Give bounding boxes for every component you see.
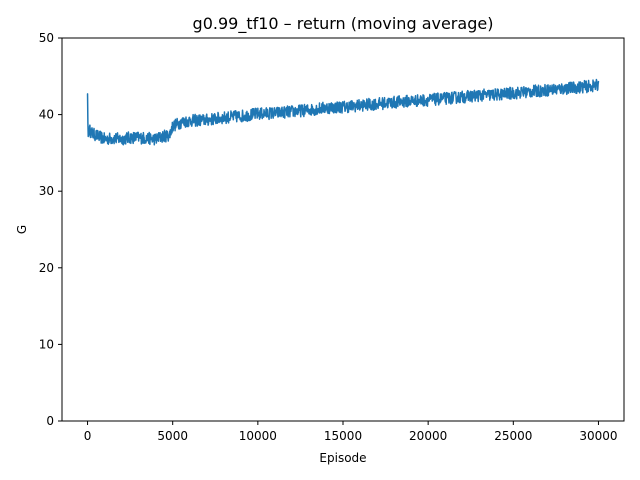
x-axis: 0 5000 10000 15000 20000 25000 30000	[84, 421, 618, 443]
x-tick-label: 5000	[157, 429, 188, 443]
x-tick-label: 20000	[409, 429, 447, 443]
y-tick-label: 20	[39, 261, 54, 275]
y-tick-label: 10	[39, 337, 54, 351]
x-tick-label: 0	[84, 429, 92, 443]
x-tick-label: 15000	[324, 429, 362, 443]
x-axis-label: Episode	[319, 451, 366, 465]
y-tick-label: 30	[39, 184, 54, 198]
y-tick-label: 40	[39, 108, 54, 122]
x-tick-label: 25000	[494, 429, 532, 443]
y-axis-label: G	[15, 225, 29, 234]
y-tick-label: 0	[46, 414, 54, 428]
y-tick-label: 50	[39, 31, 54, 45]
chart-title: g0.99_tf10 – return (moving average)	[193, 14, 494, 34]
plot-area	[61, 37, 625, 422]
x-tick-label: 30000	[579, 429, 617, 443]
series-line-0	[86, 78, 600, 146]
x-tick-label: 10000	[239, 429, 277, 443]
y-axis: 0 10 20 30 40 50	[39, 31, 62, 428]
